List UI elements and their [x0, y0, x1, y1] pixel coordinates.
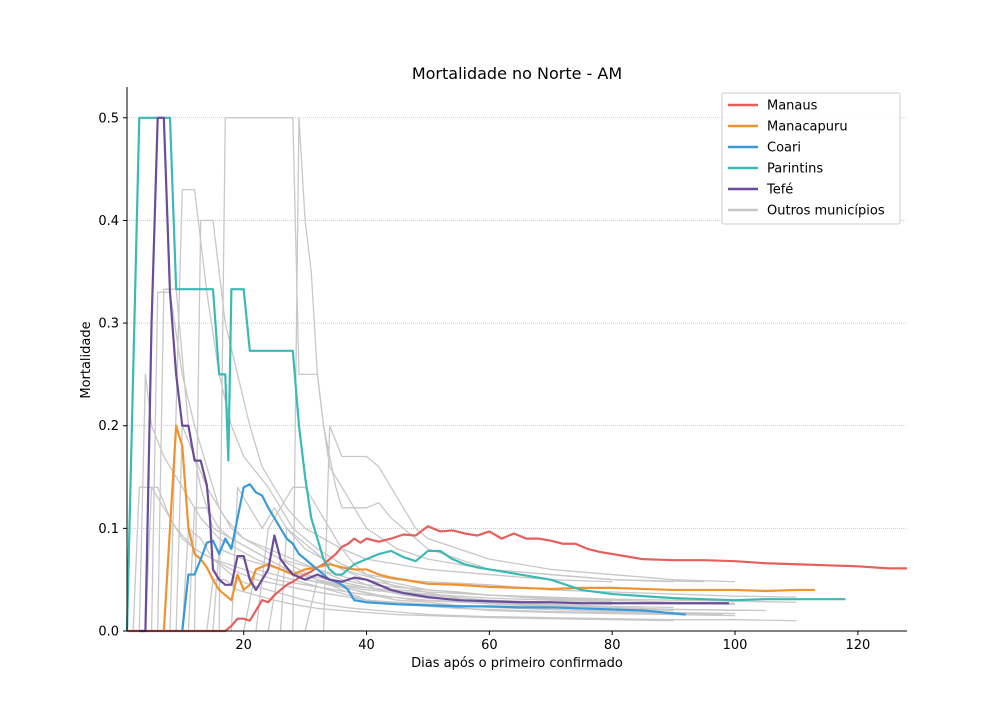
series-line-3 — [125, 116, 846, 632]
background-series-group — [132, 117, 797, 632]
series-line-0 — [127, 525, 907, 633]
x-tick-label-0: 20 — [235, 638, 252, 653]
y-tick-label-1: 0.1 — [98, 522, 119, 537]
x-tick-label-5: 120 — [845, 638, 870, 653]
y-tick-label-5: 0.5 — [98, 111, 119, 126]
x-tick-label-2: 60 — [481, 638, 498, 653]
series-line-2 — [181, 483, 687, 632]
y-axis-label: Mortalidade — [79, 321, 94, 398]
series-line-4 — [139, 116, 729, 633]
legend-label-5: Outros municípios — [767, 204, 885, 219]
x-tick-label-1: 40 — [358, 638, 375, 653]
x-tick-label-4: 100 — [723, 638, 748, 653]
x-tick-label-3: 80 — [604, 638, 621, 653]
legend-box — [721, 92, 901, 225]
legend-label-3: Parintins — [767, 162, 823, 177]
other-municipality-line-15 — [138, 373, 613, 632]
legend: Manaus Manacapuru Coari Parintins Tefé Outros… — [721, 92, 901, 225]
other-municipality-line-11 — [181, 527, 797, 632]
legend-label-4: Tefé — [766, 183, 793, 198]
other-municipality-line-17 — [279, 527, 613, 632]
y-tick-label-2: 0.2 — [98, 419, 119, 434]
other-municipality-line-9 — [292, 117, 674, 632]
series-line-1 — [162, 424, 815, 632]
other-municipality-line-10 — [322, 425, 736, 632]
other-municipality-line-12 — [206, 579, 674, 632]
legend-label-1: Manacapuru — [767, 120, 848, 135]
other-municipality-line-7 — [230, 486, 748, 632]
y-tick-label-3: 0.3 — [98, 317, 119, 332]
y-tick-label-4: 0.4 — [98, 214, 119, 229]
legend-label-0: Manaus — [767, 99, 818, 114]
legend-label-2: Coari — [767, 141, 801, 156]
other-municipality-line-20 — [212, 548, 797, 632]
y-tick-label-0: 0.0 — [98, 625, 119, 640]
x-axis-label: Dias após o primeiro confirmado — [411, 656, 623, 671]
tick-labels: 0.0 0.1 0.2 0.3 0.4 0.5 20 40 60 80 100 120 — [98, 111, 870, 653]
axes — [126, 87, 907, 632]
chart-title: Mortalidade no Norte - AM — [412, 64, 622, 83]
highlighted-series-group — [125, 116, 907, 633]
other-municipality-line-4 — [218, 117, 705, 632]
